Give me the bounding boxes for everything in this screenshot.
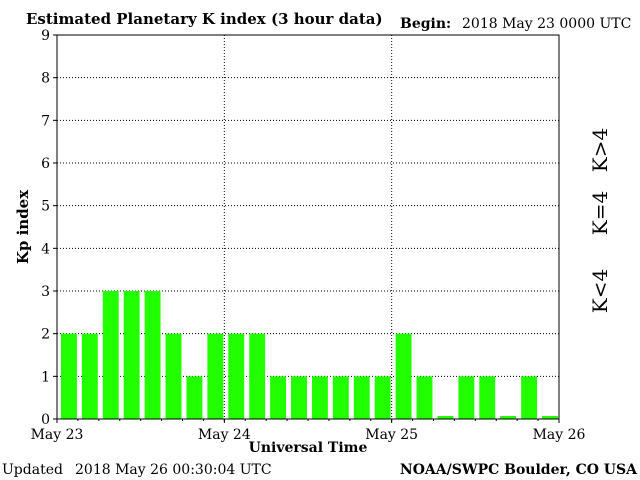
kp-bar xyxy=(416,376,433,419)
x-tick-label: May 24 xyxy=(198,427,251,443)
kp-bar xyxy=(249,333,266,419)
y-tick-label: 7 xyxy=(41,113,50,129)
y-tick-label: 8 xyxy=(41,71,50,87)
begin-label: Begin: xyxy=(400,16,451,32)
y-tick-label: 9 xyxy=(41,28,50,44)
y-tick-label: 0 xyxy=(41,412,50,428)
legend-item-k-less-4: K<4 xyxy=(588,269,612,313)
kp-bar xyxy=(123,291,140,419)
chart-title: Estimated Planetary K index (3 hour data… xyxy=(26,10,383,28)
kp-bar xyxy=(186,376,203,419)
kp-bar xyxy=(102,291,119,419)
y-ticks: 0 1 2 3 4 5 6 7 8 9 xyxy=(41,28,57,428)
kp-bar xyxy=(500,416,517,419)
kp-bar xyxy=(207,333,224,419)
kp-bar xyxy=(60,333,77,419)
bars xyxy=(60,291,558,419)
kp-bar xyxy=(165,333,182,419)
y-tick-label: 6 xyxy=(41,156,50,172)
source-credit: NOAA/SWPC Boulder, CO USA xyxy=(400,462,638,478)
x-tick-label: May 23 xyxy=(31,427,84,443)
y-tick-label: 4 xyxy=(41,241,50,257)
kp-bar xyxy=(332,376,349,419)
kp-bar xyxy=(81,333,98,419)
grid-lines xyxy=(57,35,559,419)
kp-bar xyxy=(270,376,287,419)
kp-bar xyxy=(437,416,454,419)
begin-value: 2018 May 23 0000 UTC xyxy=(462,16,631,32)
x-tick-label: May 26 xyxy=(533,427,586,443)
updated-label: Updated xyxy=(2,462,63,478)
kp-bar xyxy=(291,376,307,419)
kp-bar xyxy=(311,376,328,419)
kp-bar xyxy=(353,376,370,419)
legend: K<4 K=4 K>4 xyxy=(588,128,612,313)
kp-bar xyxy=(458,376,475,419)
legend-item-k-greater-4: K>4 xyxy=(588,128,612,172)
x-axis-label: Universal Time xyxy=(249,440,368,456)
kp-bar xyxy=(228,333,245,419)
kp-bar xyxy=(521,376,538,419)
y-tick-label: 1 xyxy=(41,369,50,385)
y-tick-label: 5 xyxy=(41,199,50,215)
x-ticks: May 23 May 24 May 25 May 26 xyxy=(31,419,586,443)
y-tick-label: 2 xyxy=(41,327,50,343)
y-axis-label: Kp index xyxy=(14,189,32,264)
legend-item-k-equal-4: K=4 xyxy=(588,191,612,235)
kp-bar xyxy=(479,376,496,419)
kp-bar xyxy=(374,376,391,419)
updated-value: 2018 May 26 00:30:04 UTC xyxy=(75,462,272,478)
kp-bar xyxy=(542,416,558,419)
kp-bar xyxy=(395,333,412,419)
x-tick-label: May 25 xyxy=(365,427,418,443)
kp-bar xyxy=(144,291,161,419)
y-tick-label: 3 xyxy=(41,284,50,300)
